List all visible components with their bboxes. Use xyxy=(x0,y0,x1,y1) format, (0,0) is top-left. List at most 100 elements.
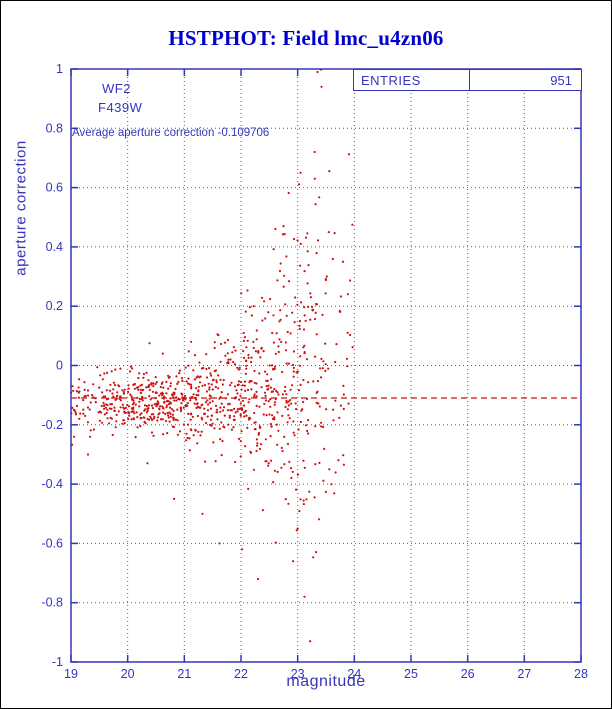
data-point xyxy=(105,411,108,415)
data-point xyxy=(102,401,105,405)
data-point xyxy=(247,356,250,359)
data-point xyxy=(171,425,174,428)
data-point xyxy=(136,426,139,429)
data-point xyxy=(205,367,208,371)
data-point xyxy=(279,262,282,265)
data-point xyxy=(163,400,166,403)
data-point xyxy=(242,404,246,407)
data-point xyxy=(327,367,330,370)
y-tick-label: -0.8 xyxy=(41,596,63,610)
data-point xyxy=(238,398,241,401)
data-point xyxy=(101,391,104,394)
data-point xyxy=(193,354,197,357)
data-point xyxy=(324,490,327,493)
data-point xyxy=(244,409,247,412)
data-point xyxy=(307,419,310,422)
data-point xyxy=(176,382,179,385)
data-point xyxy=(82,412,85,415)
data-point xyxy=(228,416,231,419)
data-point xyxy=(341,260,345,263)
data-point xyxy=(236,384,239,387)
data-point xyxy=(268,413,271,416)
data-point xyxy=(104,395,107,398)
data-point xyxy=(96,366,99,369)
data-point xyxy=(195,376,198,379)
data-point xyxy=(272,341,275,344)
data-point xyxy=(299,420,302,424)
data-point xyxy=(228,414,231,417)
data-point xyxy=(210,424,213,427)
data-point xyxy=(155,381,158,384)
data-point xyxy=(314,311,317,314)
data-point xyxy=(339,404,342,407)
data-point xyxy=(315,551,318,554)
data-point xyxy=(206,409,210,412)
data-point xyxy=(132,407,135,410)
data-point xyxy=(187,377,190,380)
data-point xyxy=(74,411,77,414)
data-point xyxy=(292,350,295,353)
data-point xyxy=(281,449,284,453)
data-point xyxy=(213,346,216,350)
data-point xyxy=(284,303,287,306)
data-point xyxy=(214,460,217,463)
data-point xyxy=(105,403,108,406)
x-tick-label: 23 xyxy=(291,667,305,681)
data-point xyxy=(152,434,155,437)
data-point xyxy=(164,412,167,416)
data-point xyxy=(220,342,223,346)
data-point xyxy=(255,382,258,385)
data-point xyxy=(333,492,336,495)
data-point xyxy=(133,387,136,390)
data-point xyxy=(303,352,306,355)
data-point xyxy=(154,397,157,400)
data-point xyxy=(239,402,242,405)
data-point xyxy=(345,357,349,360)
data-point xyxy=(274,227,277,231)
data-point xyxy=(273,416,276,419)
data-point xyxy=(247,487,250,490)
data-point xyxy=(291,470,294,473)
data-point xyxy=(307,305,310,308)
data-point xyxy=(276,411,279,414)
data-point xyxy=(238,437,241,440)
data-point xyxy=(317,402,320,405)
data-point xyxy=(219,378,222,381)
data-point xyxy=(88,408,91,411)
data-point xyxy=(239,440,242,443)
data-point xyxy=(157,402,160,405)
data-point xyxy=(296,527,299,530)
data-point xyxy=(89,401,92,404)
data-point xyxy=(195,393,198,397)
data-point xyxy=(282,285,285,288)
data-point xyxy=(206,399,209,402)
data-point xyxy=(103,407,106,410)
data-point xyxy=(101,378,104,381)
data-point xyxy=(289,332,292,335)
data-point xyxy=(223,341,227,344)
data-point xyxy=(193,402,196,405)
data-point xyxy=(78,378,81,381)
data-point xyxy=(303,595,306,598)
data-point xyxy=(188,449,191,452)
data-point xyxy=(240,380,243,384)
data-point xyxy=(252,346,255,350)
data-point xyxy=(82,399,85,402)
data-point xyxy=(277,393,280,396)
x-tick-label: 20 xyxy=(121,667,135,681)
data-point xyxy=(161,418,164,421)
data-point xyxy=(180,377,183,380)
data-point xyxy=(172,417,175,420)
data-point xyxy=(240,292,243,295)
data-point xyxy=(194,429,197,432)
data-point xyxy=(247,401,250,404)
data-point xyxy=(269,459,273,462)
data-point xyxy=(308,490,311,493)
data-point xyxy=(203,384,207,387)
data-point xyxy=(78,417,81,420)
data-point xyxy=(287,414,290,417)
data-point xyxy=(122,406,125,409)
data-point xyxy=(275,423,278,426)
data-point xyxy=(123,422,126,425)
data-point xyxy=(171,413,175,416)
